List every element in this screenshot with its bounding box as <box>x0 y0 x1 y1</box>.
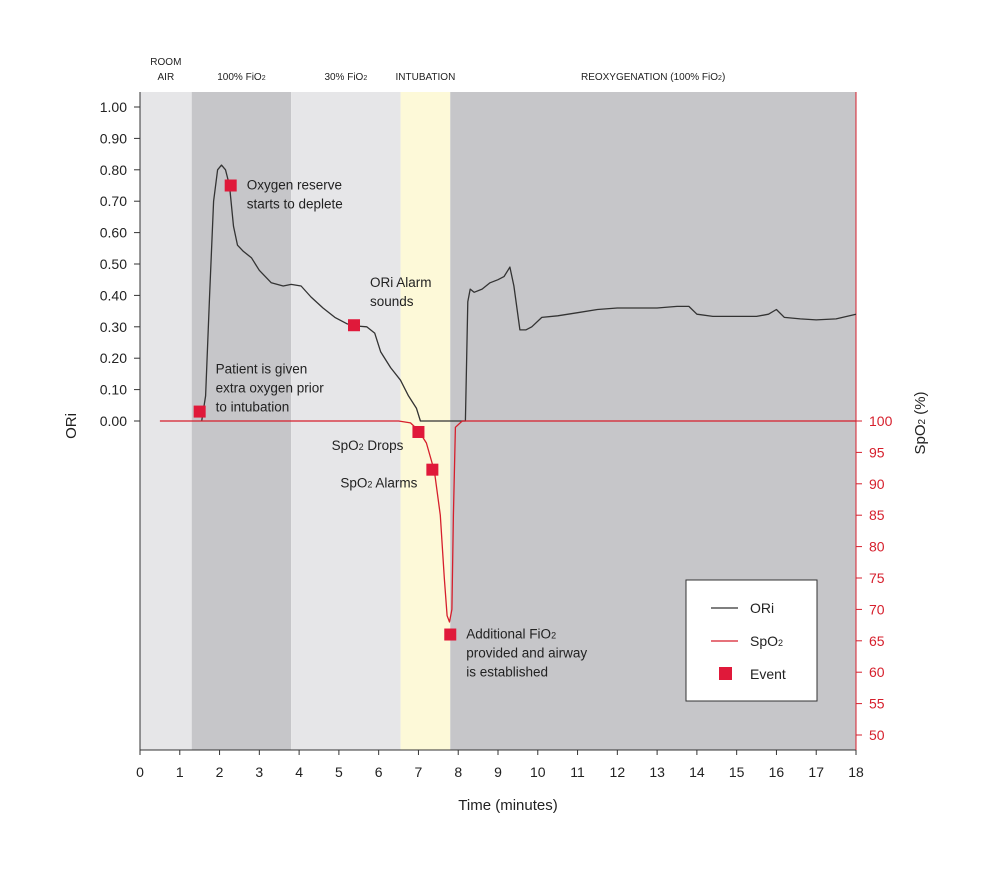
y2-tick-label-55: 55 <box>869 696 885 712</box>
x-tick-label-6: 6 <box>375 764 383 780</box>
y2-tick-label-100: 100 <box>869 413 893 429</box>
data-series <box>159 164 857 623</box>
y-tick-label-0.40: 0.40 <box>100 287 127 303</box>
event-marker-1 <box>224 179 237 192</box>
legend: ORi SpO2 Event <box>685 579 818 702</box>
x-tick-label-3: 3 <box>255 764 263 780</box>
phase-label-3: INTUBATION <box>395 72 455 83</box>
y-tick-label-0.50: 0.50 <box>100 256 127 272</box>
x-tick-label-16: 16 <box>769 764 785 780</box>
x-tick-label-13: 13 <box>649 764 665 780</box>
phase-label-1: 100% FiO2 <box>217 72 265 83</box>
x-tick-label-14: 14 <box>689 764 705 780</box>
y-tick-label-0.80: 0.80 <box>100 162 127 178</box>
y-tick-label-0.10: 0.10 <box>100 382 127 398</box>
x-tick-label-4: 4 <box>295 764 303 780</box>
phase-label-2-subscript: 2 <box>363 75 367 82</box>
series-line-spo2 <box>159 420 856 623</box>
y-tick-label-0.30: 0.30 <box>100 319 127 335</box>
event-label-5-line0-subscript: 2 <box>551 631 556 641</box>
legend-swatch-event <box>719 667 732 680</box>
event-label-0-line2: to intubation <box>216 400 290 415</box>
x-tick-label-8: 8 <box>454 764 462 780</box>
event-marker-4 <box>426 463 439 476</box>
phase-label-4: REOXYGENATION (100% FiO2) <box>581 72 725 83</box>
x-tick-label-10: 10 <box>530 764 546 780</box>
y-tick-label-0.70: 0.70 <box>100 193 127 209</box>
phase-labels: ROOM AIR 100% FiO2 30% FiO2 INTUBATION REOXYG… <box>150 57 725 83</box>
y-tick-label-1.00: 1.00 <box>100 99 127 115</box>
y2-tick-label-50: 50 <box>869 727 885 743</box>
phase-label-1-subscript: 2 <box>262 75 266 82</box>
y2-tick-label-90: 90 <box>869 476 885 492</box>
event-label-3-line0: SpO2 Drops <box>332 438 404 453</box>
y2-tick-label-95: 95 <box>869 444 885 460</box>
phase-label-0: AIR <box>158 72 175 83</box>
x-tick-label-5: 5 <box>335 764 343 780</box>
x-tick-label-9: 9 <box>494 764 502 780</box>
x-tick-label-1: 1 <box>176 764 184 780</box>
legend-box <box>685 579 818 702</box>
event-label-1-line0: Oxygen reserve <box>247 178 342 193</box>
event-label-1-line1: starts to deplete <box>247 197 343 212</box>
x-axis-title: Time (minutes) <box>458 797 557 814</box>
y2-tick-label-70: 70 <box>869 601 885 617</box>
y-tick-label-0.60: 0.60 <box>100 225 127 241</box>
event-label-5-line0: Additional FiO2 <box>466 627 556 642</box>
event-label-4-line0-subscript: 2 <box>367 480 372 490</box>
y2-axis-title-subscript: 2 <box>917 419 928 425</box>
event-annotations: Patient is given extra oxygen prior to int… <box>216 178 588 680</box>
x-tick-label-7: 7 <box>415 764 423 780</box>
event-label-4-line0: SpO2 Alarms <box>340 476 417 491</box>
event-label-0-line0: Patient is given <box>216 362 308 377</box>
x-tick-label-18: 18 <box>848 764 864 780</box>
event-label-0-line1: extra oxygen prior <box>216 381 325 396</box>
y2-tick-label-75: 75 <box>869 570 885 586</box>
event-label-3-line0-subscript: 2 <box>359 442 364 452</box>
y2-tick-label-85: 85 <box>869 507 885 523</box>
x-tick-label-2: 2 <box>216 764 224 780</box>
x-tick-label-15: 15 <box>729 764 745 780</box>
x-tick-label-11: 11 <box>570 764 585 780</box>
legend-label-event: Event <box>750 666 786 682</box>
y2-tick-label-80: 80 <box>869 539 885 555</box>
event-label-5-line1: provided and airway <box>466 646 587 661</box>
x-tick-label-17: 17 <box>808 764 824 780</box>
legend-label-spo2: SpO2 <box>750 633 783 649</box>
event-marker-3 <box>412 425 425 438</box>
phase-label-2: 30% FiO2 <box>324 72 367 83</box>
y-axis-title: ORi <box>63 413 80 439</box>
legend-label-spo2-subscript: 2 <box>778 638 783 648</box>
event-label-5-line2: is established <box>466 665 548 680</box>
event-marker-0 <box>193 405 206 418</box>
y-tick-label-0.20: 0.20 <box>100 350 127 366</box>
event-label-2-line0: ORi Alarm <box>370 275 432 290</box>
y-tick-label-0.00: 0.00 <box>100 413 127 429</box>
x-tick-label-12: 12 <box>610 764 626 780</box>
event-marker-2 <box>348 319 361 332</box>
y2-tick-label-65: 65 <box>869 633 885 649</box>
y2-axis-title: SpO2 (%) <box>912 391 929 454</box>
y-tick-label-0.90: 0.90 <box>100 130 127 146</box>
event-marker-5 <box>444 628 457 641</box>
event-markers <box>193 179 457 641</box>
phase-label-4-subscript: 2 <box>718 75 722 82</box>
legend-label-ori: ORi <box>750 600 774 616</box>
event-label-2-line1: sounds <box>370 294 414 309</box>
y2-tick-label-60: 60 <box>869 664 885 680</box>
phase-label-0-line1: ROOM <box>150 57 181 68</box>
x-tick-label-0: 0 <box>136 764 144 780</box>
